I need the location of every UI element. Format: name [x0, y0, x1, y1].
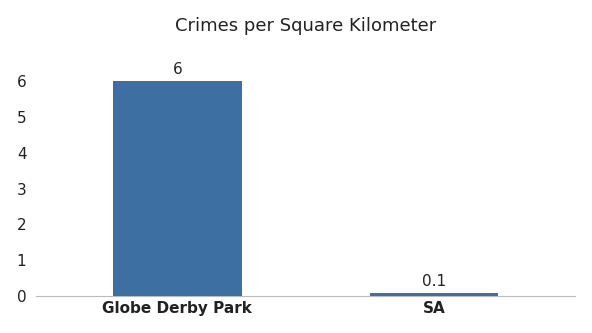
- Bar: [113, 81, 242, 296]
- Text: 0.1: 0.1: [422, 274, 446, 289]
- Text: 6: 6: [172, 62, 182, 77]
- Bar: [370, 293, 498, 296]
- Title: Crimes per Square Kilometer: Crimes per Square Kilometer: [175, 17, 436, 35]
